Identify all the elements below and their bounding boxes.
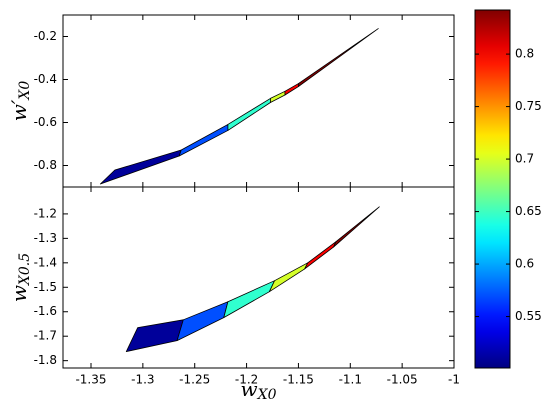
y-tick-label: -1.2: [34, 206, 57, 220]
axis-label: wX0: [241, 377, 277, 403]
contour-band: [333, 206, 380, 248]
colorbar-tick-label: 0.8: [515, 47, 534, 61]
y-tick-label: -1.8: [34, 353, 57, 367]
plot-area: [63, 15, 454, 187]
y-tick-label: -1.4: [34, 255, 57, 269]
colorbar-tick-label: 0.7: [515, 152, 534, 166]
label-sub: X0.5: [17, 253, 33, 286]
y-tick-label: -1.5: [34, 280, 57, 294]
label-sub: X0: [17, 81, 33, 101]
x-tick-label: -1.3: [131, 373, 154, 387]
y-tick-label: -0.6: [34, 115, 57, 129]
y-tick-label: -1.3: [34, 231, 57, 245]
label-main: w: [241, 377, 258, 401]
colorbar-tick-label: 0.6: [515, 257, 534, 271]
plot-area: [63, 187, 454, 368]
label-sub: X0: [257, 387, 277, 403]
y-tick-label: -0.8: [34, 158, 57, 172]
label-main: w: [7, 285, 31, 302]
colorbar-tick-label: 0.75: [515, 99, 542, 113]
axis-label: wX0.5: [7, 253, 34, 302]
x-tick-label: -1.25: [179, 373, 210, 387]
y-tick-label: -0.4: [34, 72, 57, 86]
axes-frame: [62, 186, 455, 369]
colorbar-tick-label: 0.65: [515, 204, 542, 218]
contour-band: [298, 28, 379, 87]
x-tick-label: -1: [448, 373, 460, 387]
y-tick-label: -0.2: [34, 29, 57, 43]
colorbar-tick-label: 0.55: [515, 309, 542, 323]
x-tick-label: -1.35: [75, 373, 106, 387]
axis-label: w′X0: [7, 81, 34, 122]
x-tick-label: -1.15: [283, 373, 314, 387]
x-tick-label: -1.2: [235, 373, 258, 387]
x-tick-label: -1.05: [387, 373, 418, 387]
y-tick-label: -1.6: [34, 304, 57, 318]
label-main: w′: [7, 99, 31, 121]
y-tick-label: -1.7: [34, 329, 57, 343]
x-tick-label: -1.1: [339, 373, 362, 387]
colorbar: [474, 9, 511, 369]
